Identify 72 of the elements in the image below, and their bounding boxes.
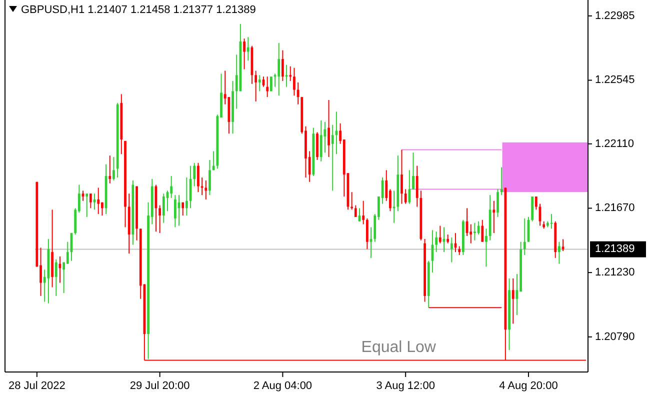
y-tick-label: 1.22110 bbox=[595, 138, 634, 150]
candlestick bbox=[438, 225, 442, 244]
candlestick bbox=[450, 236, 453, 263]
candlestick bbox=[270, 76, 272, 92]
candlestick bbox=[558, 241, 560, 264]
candlestick bbox=[412, 152, 414, 190]
candlestick bbox=[328, 99, 330, 158]
candlestick bbox=[320, 120, 322, 162]
candlestick bbox=[208, 159, 211, 196]
candlestick bbox=[254, 70, 258, 102]
candlestick bbox=[416, 165, 418, 208]
x-tick-label: 3 Aug 12:00 bbox=[376, 380, 435, 392]
ref-line-label: 1.21389 bbox=[595, 243, 635, 256]
candlestick bbox=[282, 50, 284, 82]
y-tick-label: 1.20790 bbox=[595, 330, 635, 343]
candlestick bbox=[496, 188, 499, 218]
candlestick bbox=[197, 162, 200, 193]
candlestick bbox=[474, 222, 476, 241]
candlestick bbox=[89, 193, 92, 209]
y-tick-label: 1.22545 bbox=[595, 74, 635, 86]
candlestick bbox=[408, 170, 411, 204]
candlestick bbox=[500, 166, 503, 196]
candlestick bbox=[354, 204, 357, 218]
candlestick bbox=[212, 150, 215, 171]
candlestick bbox=[158, 204, 161, 234]
candlestick bbox=[481, 219, 484, 242]
candlestick bbox=[54, 258, 58, 296]
candlestick bbox=[174, 194, 176, 228]
candlestick bbox=[170, 176, 173, 198]
candlestick bbox=[435, 231, 438, 253]
candlestick bbox=[366, 218, 368, 250]
candlestick bbox=[97, 187, 100, 215]
x-tick-label: 29 Jul 20:00 bbox=[130, 380, 190, 392]
candlestick bbox=[534, 196, 538, 210]
candlestick bbox=[404, 188, 407, 204]
y-tick-label: 1.22985 bbox=[595, 10, 635, 22]
candlestick bbox=[193, 162, 196, 187]
candlestick bbox=[562, 238, 564, 252]
candlestick bbox=[512, 278, 514, 324]
candlestick bbox=[400, 149, 403, 204]
candlestick bbox=[112, 156, 115, 181]
candlestick bbox=[531, 196, 534, 222]
candlestick bbox=[362, 200, 365, 225]
annotation: Equal Low bbox=[361, 339, 436, 356]
candlestick bbox=[278, 42, 280, 96]
candlestick bbox=[492, 200, 496, 234]
y-tick-label: 1.21230 bbox=[595, 266, 635, 278]
candlestick bbox=[186, 176, 188, 216]
candlestick bbox=[392, 190, 396, 224]
candlestick bbox=[523, 218, 526, 256]
candlestick bbox=[316, 132, 318, 160]
y-tick-label: 1.21670 bbox=[595, 202, 635, 214]
candlestick bbox=[485, 228, 488, 268]
candlestick bbox=[243, 38, 246, 70]
candlestick bbox=[182, 202, 184, 216]
candlestick bbox=[266, 76, 269, 98]
candlestick bbox=[204, 180, 208, 200]
x-tick-label: 28 Jul 2022 bbox=[8, 380, 66, 392]
candlestick bbox=[86, 193, 88, 218]
x-tick-label: 4 Aug 20:00 bbox=[499, 380, 558, 392]
candlestick bbox=[246, 36, 250, 61]
candlestick bbox=[350, 192, 354, 210]
candlestick bbox=[331, 124, 334, 192]
candlestick bbox=[162, 193, 165, 224]
candlestick bbox=[108, 155, 112, 184]
candlestick bbox=[470, 224, 472, 244]
x-tick-label: 2 Aug 04:00 bbox=[253, 380, 312, 392]
candlestick bbox=[293, 67, 296, 96]
candlestick bbox=[289, 66, 292, 82]
chart-title: GBPUSD,H1 1.21407 1.21458 1.21377 1.21389 bbox=[21, 4, 256, 16]
candlestick bbox=[101, 202, 104, 216]
candlestick bbox=[258, 74, 261, 92]
